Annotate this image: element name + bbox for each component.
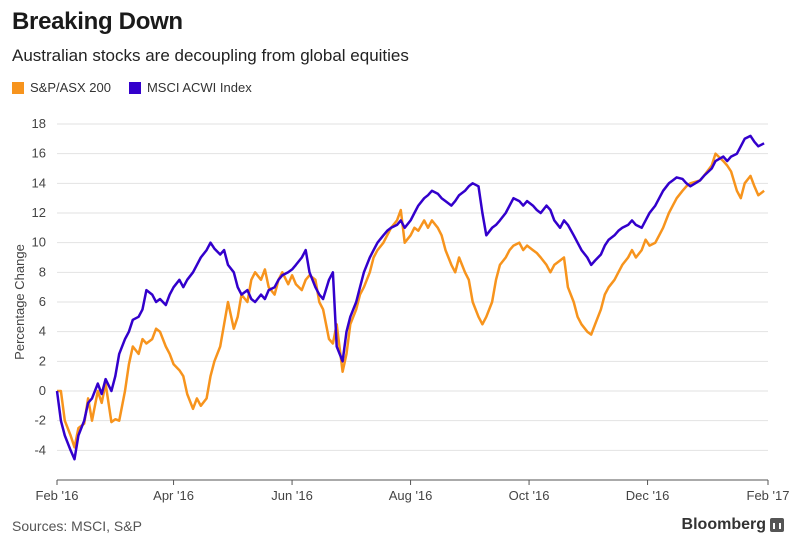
legend-swatch-msci — [128, 81, 141, 94]
x-tick-label: Dec '16 — [626, 488, 670, 503]
gridlines — [57, 123, 768, 451]
series-line-asx — [57, 152, 765, 449]
y-tick-label: 0 — [39, 383, 46, 398]
bloomberg-icon — [770, 518, 784, 532]
series-lines — [55, 134, 765, 461]
legend-label-msci: MSCI ACWI Index — [146, 80, 252, 95]
x-tick-label: Feb '16 — [36, 488, 79, 503]
brand-logo: Bloomberg — [682, 516, 784, 534]
series-line-msci — [55, 134, 765, 461]
y-tick-label: 6 — [39, 294, 46, 309]
legend-label-asx: S&P/ASX 200 — [30, 80, 111, 95]
chart-title: Breaking Down — [12, 8, 183, 35]
x-tick-label: Aug '16 — [389, 488, 433, 503]
y-tick-label: 18 — [32, 116, 46, 131]
y-tick-label: -4 — [34, 442, 46, 457]
y-tick-label: 2 — [39, 353, 46, 368]
legend-swatch-asx — [12, 81, 24, 94]
legend: S&P/ASX 200 MSCI ACWI Index — [12, 80, 252, 95]
y-tick-label: 10 — [32, 235, 46, 250]
y-axis-ticks: -4 -2 0 2 4 6 8 10 12 14 16 18 — [32, 116, 46, 457]
brand-name: Bloomberg — [681, 516, 766, 533]
y-tick-label: 12 — [32, 205, 46, 220]
x-tick-label: Feb '17 — [747, 488, 790, 503]
y-tick-label: 4 — [39, 324, 46, 339]
legend-item-asx: S&P/ASX 200 — [12, 80, 111, 95]
x-axis-ticks: Feb '16 Apr '16 Jun '16 Aug '16 Oct '16 Dec '… — [36, 480, 790, 503]
chart-subtitle: Australian stocks are decoupling from gl… — [12, 46, 409, 65]
y-tick-label: 8 — [39, 264, 46, 279]
y-axis-label: Percentage Change — [12, 244, 27, 360]
legend-item-msci: MSCI ACWI Index — [128, 80, 252, 95]
x-tick-label: Oct '16 — [509, 488, 550, 503]
y-tick-label: -2 — [34, 413, 46, 428]
y-tick-label: 16 — [32, 146, 46, 161]
source-note: Sources: MSCI, S&P — [12, 518, 142, 534]
y-tick-label: 14 — [32, 175, 46, 190]
x-tick-label: Apr '16 — [153, 488, 194, 503]
x-tick-label: Jun '16 — [271, 488, 313, 503]
